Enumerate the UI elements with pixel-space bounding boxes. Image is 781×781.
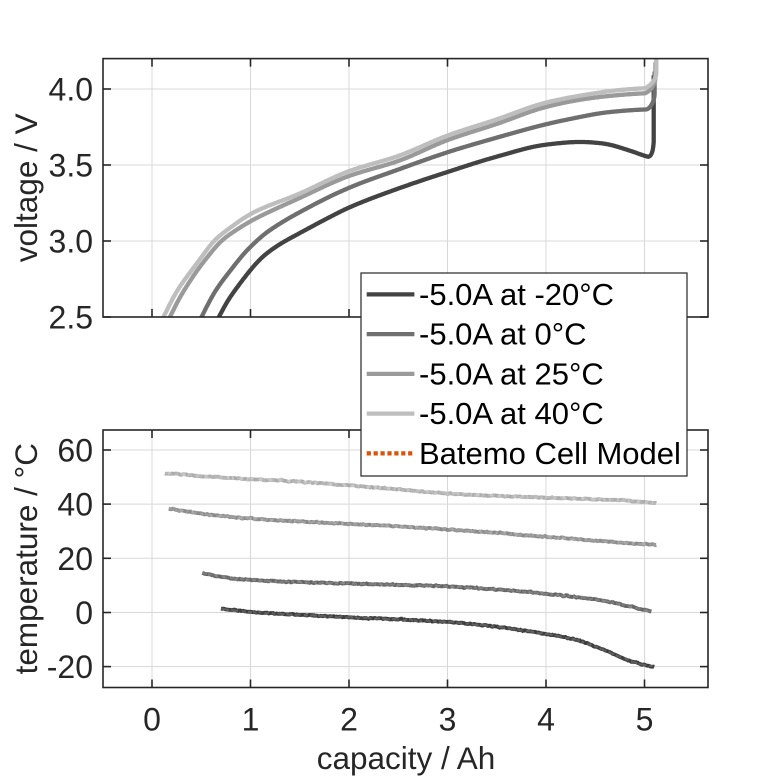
- svg-text:5: 5: [636, 702, 654, 738]
- svg-text:-5.0A at 0°C: -5.0A at 0°C: [419, 317, 587, 352]
- svg-text:60: 60: [57, 433, 93, 469]
- svg-text:3: 3: [439, 702, 457, 738]
- svg-text:20: 20: [57, 541, 93, 577]
- svg-text:-5.0A at 40°C: -5.0A at 40°C: [419, 396, 604, 431]
- svg-text:0: 0: [75, 595, 93, 631]
- svg-text:2: 2: [340, 702, 358, 738]
- svg-text:capacity / Ah: capacity / Ah: [317, 740, 496, 776]
- svg-text:-5.0A at 25°C: -5.0A at 25°C: [419, 356, 604, 391]
- svg-text:voltage / V: voltage / V: [8, 113, 44, 262]
- svg-text:40: 40: [57, 487, 93, 523]
- svg-text:Batemo Cell Model: Batemo Cell Model: [419, 436, 681, 471]
- svg-text:4: 4: [537, 702, 555, 738]
- svg-text:1: 1: [242, 702, 260, 738]
- svg-text:3.5: 3.5: [49, 148, 93, 184]
- svg-text:-20: -20: [47, 649, 93, 685]
- svg-text:-5.0A at -20°C: -5.0A at -20°C: [419, 277, 614, 312]
- svg-text:temperature / °C: temperature / °C: [8, 443, 44, 674]
- svg-text:4.0: 4.0: [49, 72, 93, 108]
- svg-text:3.0: 3.0: [49, 224, 93, 260]
- svg-text:0: 0: [143, 702, 161, 738]
- svg-text:2.5: 2.5: [49, 300, 93, 336]
